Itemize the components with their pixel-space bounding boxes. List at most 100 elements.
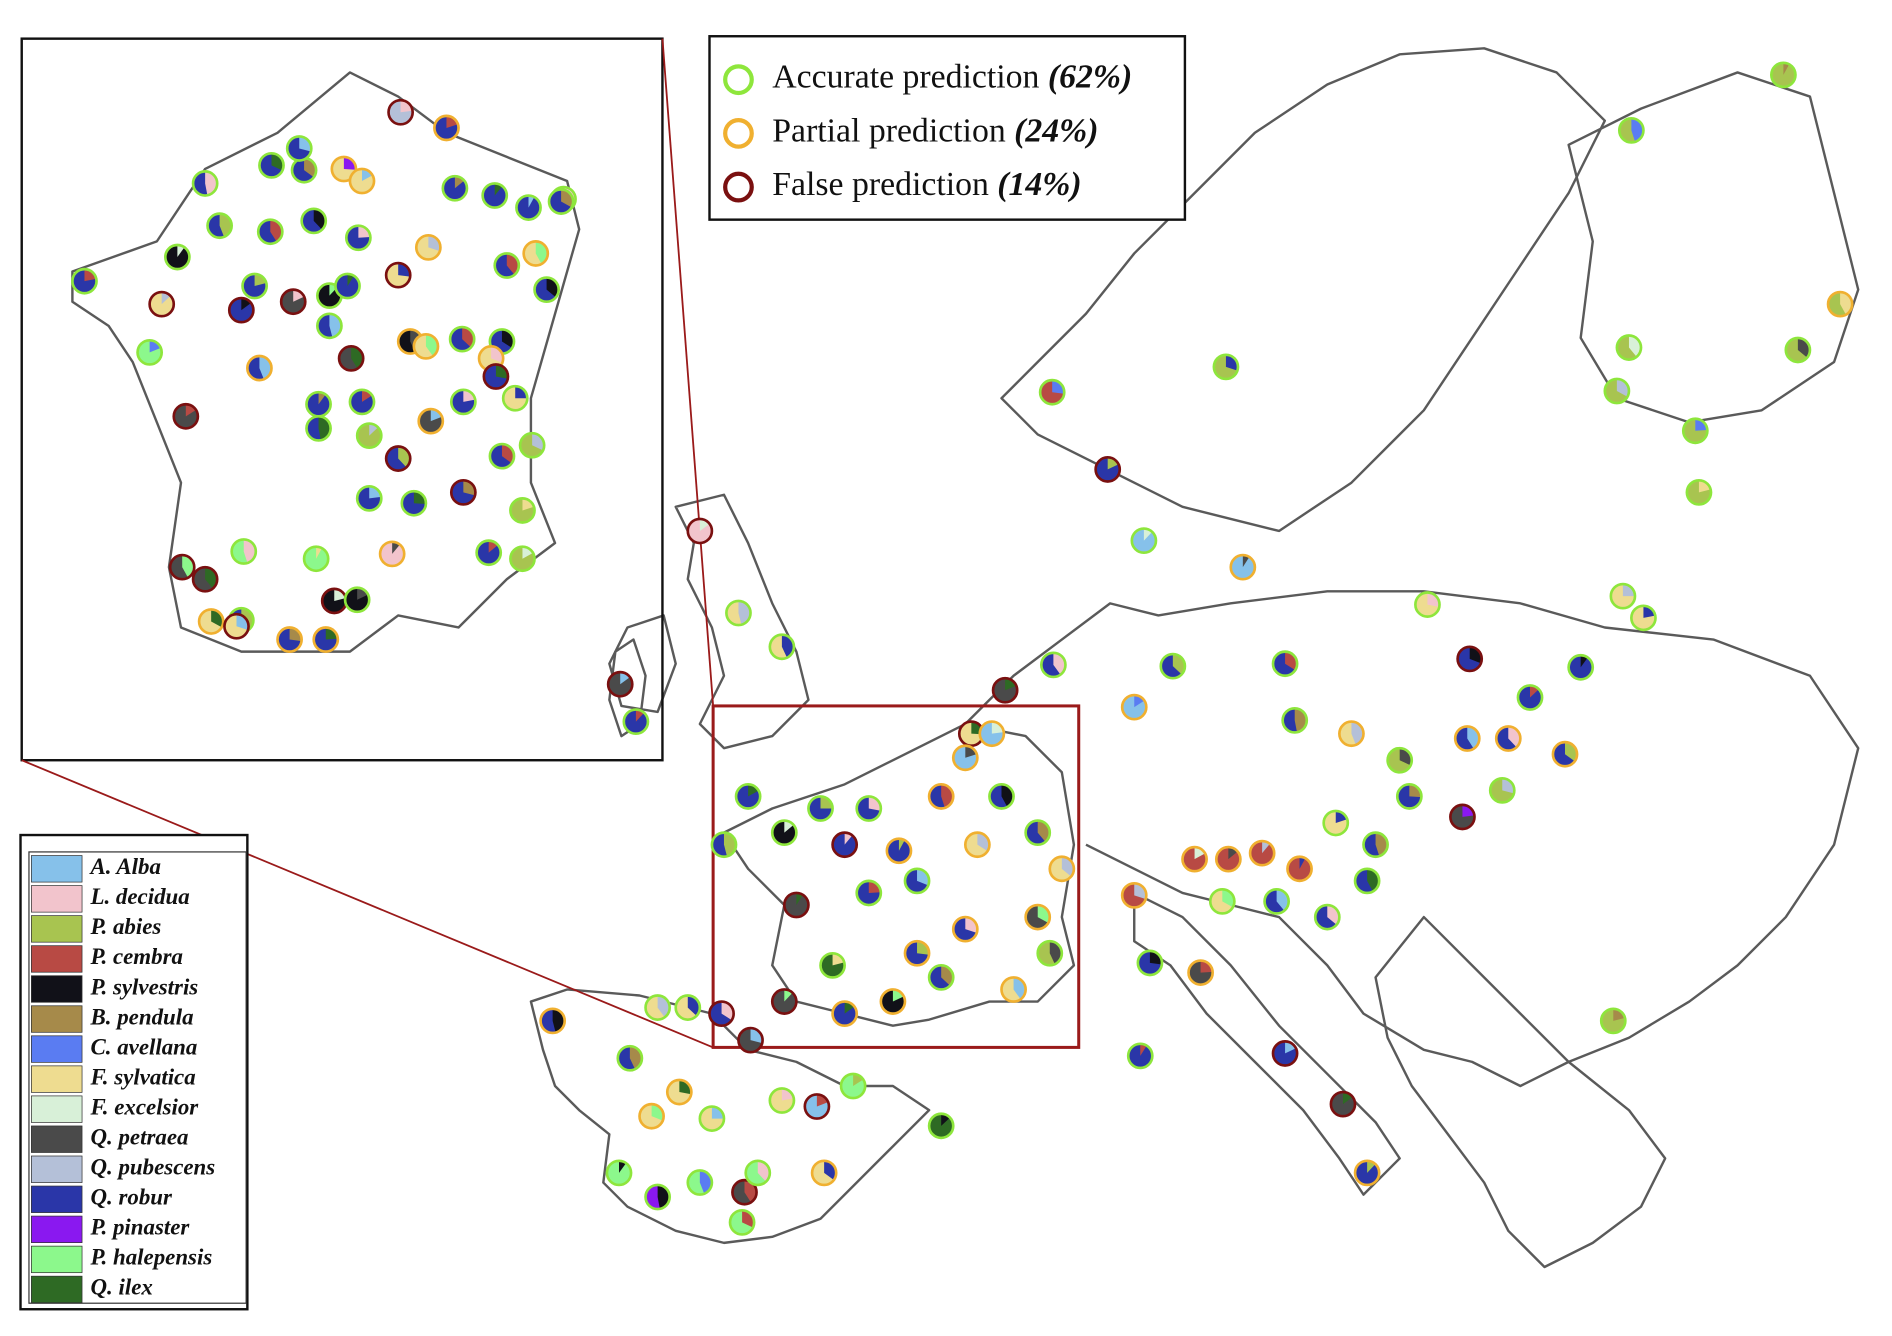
species-swatch	[31, 1125, 83, 1153]
site-pie-slice	[820, 796, 833, 809]
site-ring	[622, 708, 650, 736]
site-pie-slice	[868, 880, 881, 893]
site-ring	[1685, 478, 1713, 506]
site-ring	[879, 988, 907, 1015]
site-pie-slice	[1107, 457, 1119, 470]
site-ring	[1039, 651, 1067, 679]
site-pie-slice	[898, 838, 905, 851]
france	[722, 722, 1076, 1027]
site-ring	[770, 819, 798, 847]
legend-label: False prediction	[772, 166, 989, 203]
site-ring	[223, 612, 250, 640]
site-pie-slice	[750, 1028, 763, 1044]
site-pie-slice	[325, 627, 338, 640]
site-ring	[1038, 378, 1066, 406]
zoom-connector	[21, 759, 714, 1049]
site-ring	[1784, 336, 1812, 364]
site-ring	[475, 539, 503, 567]
site-ring	[1229, 553, 1257, 581]
species-swatch	[31, 885, 83, 913]
site-ring	[1353, 867, 1381, 895]
site-pie-slice	[84, 269, 97, 282]
site-pie	[516, 195, 541, 220]
site-ring	[344, 224, 372, 252]
site-ring	[417, 407, 445, 435]
site-markers	[71, 61, 1854, 1236]
site-pie-slice	[289, 627, 302, 642]
site-ring	[1516, 684, 1544, 711]
site-ring	[734, 783, 762, 810]
site-ring	[665, 1078, 693, 1106]
site-ring	[1271, 650, 1299, 678]
site-ring	[1263, 888, 1291, 915]
legend-ring	[723, 171, 754, 203]
site-ring	[1024, 903, 1052, 931]
legend-entry: Partial prediction (24%)	[772, 112, 1098, 149]
legend-ring	[723, 117, 754, 149]
site-ring	[855, 879, 883, 907]
site-ring	[710, 831, 738, 859]
site-ring	[831, 1000, 859, 1028]
site-ring	[191, 170, 219, 197]
site-ring	[927, 1112, 955, 1140]
site-pie-slice	[991, 721, 1004, 734]
site-ring	[686, 1169, 714, 1196]
species-swatch	[31, 1035, 83, 1063]
species-label: F. excelsior	[89, 1094, 199, 1119]
site-pie	[772, 989, 797, 1014]
species-label: P. sylvestris	[89, 974, 198, 999]
site-pie-slice	[1335, 810, 1348, 823]
species-swatch	[31, 1245, 83, 1274]
site-pie-slice	[495, 364, 508, 379]
site-pie-slice	[316, 546, 322, 559]
site-ring	[839, 1072, 867, 1100]
species-swatch	[31, 1275, 83, 1304]
site-ring	[903, 867, 931, 895]
species-label: L. decidua	[89, 884, 189, 909]
site-ring	[1567, 653, 1595, 681]
species-label: Q. petraea	[90, 1124, 188, 1149]
site-ring	[258, 151, 285, 179]
site-ring	[302, 545, 330, 573]
site-pie-slice	[781, 1088, 794, 1101]
site-ring	[378, 540, 406, 568]
site-ring	[1024, 819, 1052, 847]
site-ring	[509, 545, 536, 573]
site-pie-slice	[679, 1079, 692, 1095]
site-pie-slice	[1134, 883, 1147, 900]
site-ring	[1130, 527, 1158, 555]
site-ring	[978, 720, 1006, 748]
site-ring	[1386, 746, 1414, 774]
site-pie-slice	[868, 796, 881, 811]
inset-frame	[20, 37, 664, 762]
site-ring	[355, 422, 383, 450]
site-ring	[1248, 839, 1276, 867]
site-pie-slice	[1285, 1041, 1296, 1054]
site-ring	[1826, 290, 1854, 318]
site-pie-slice	[446, 115, 458, 128]
site-ring	[737, 1026, 764, 1054]
site-ring	[1136, 949, 1164, 977]
site-ring	[1615, 334, 1643, 361]
site-pie-slice	[1005, 678, 1017, 691]
site-ring	[1551, 740, 1579, 768]
site-pie-slice	[1200, 960, 1213, 973]
site-ring	[1449, 803, 1476, 831]
site-ring	[509, 497, 536, 524]
site-ring	[334, 272, 361, 300]
site-pie-slice	[1052, 380, 1065, 394]
site-ring	[644, 1183, 672, 1211]
site-pie	[1128, 1043, 1153, 1068]
site-ring	[433, 114, 460, 142]
site-ring	[951, 744, 979, 772]
site-ring	[807, 795, 834, 822]
site-ring	[1453, 725, 1481, 752]
site-pie-slice	[796, 892, 803, 906]
site-ring	[1208, 888, 1236, 915]
species-label: F. sylvatica	[89, 1064, 195, 1089]
site-ring	[163, 243, 191, 271]
site-pie-slice	[369, 486, 382, 499]
species-swatch	[31, 1185, 83, 1213]
site-ring	[1456, 645, 1484, 673]
site-ring	[449, 478, 477, 506]
